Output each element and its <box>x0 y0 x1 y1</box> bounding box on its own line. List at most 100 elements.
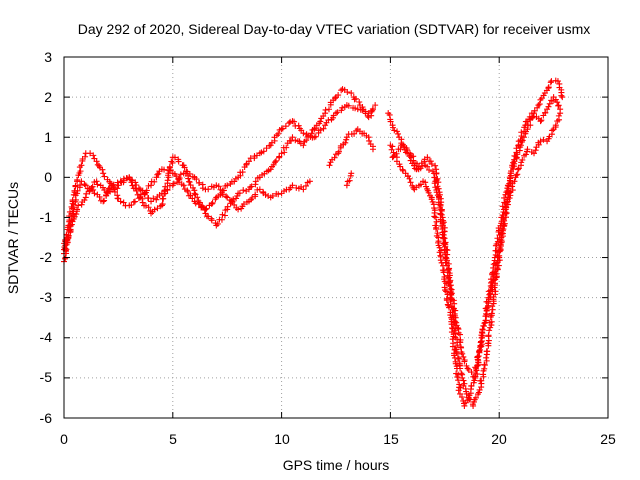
data-point-marker <box>195 179 202 186</box>
data-point-marker <box>453 319 460 326</box>
data-point-marker <box>448 291 455 298</box>
data-point-marker <box>444 251 451 258</box>
data-point-marker <box>519 156 526 163</box>
data-point-marker <box>101 197 108 204</box>
data-point-marker <box>435 179 442 186</box>
data-point-marker <box>522 151 529 158</box>
data-point-marker <box>169 159 176 166</box>
data-point-marker <box>417 165 424 172</box>
data-point-marker <box>499 229 506 236</box>
data-points <box>61 77 566 409</box>
data-point-marker <box>295 122 302 129</box>
data-point-marker <box>155 170 162 177</box>
data-point-marker <box>369 146 376 153</box>
data-point-marker <box>354 106 361 113</box>
axis-ticks <box>63 56 609 419</box>
data-point-marker <box>270 161 277 168</box>
data-point-marker <box>443 246 450 253</box>
data-point-marker <box>289 182 296 189</box>
data-point-marker <box>240 187 247 194</box>
data-point-marker <box>228 197 235 204</box>
data-point-marker <box>531 110 538 117</box>
data-point-marker <box>117 178 124 185</box>
data-point-marker <box>475 389 482 396</box>
data-point-marker <box>510 166 517 173</box>
data-point-marker <box>89 183 96 190</box>
data-point-marker <box>199 202 206 209</box>
data-point-marker <box>194 194 201 201</box>
data-point-marker <box>342 139 349 146</box>
data-point-marker <box>480 322 487 329</box>
data-point-marker <box>171 154 178 161</box>
data-point-marker <box>351 130 358 137</box>
data-point-marker <box>433 170 440 177</box>
data-point-marker <box>515 165 522 172</box>
data-point-marker <box>442 287 449 294</box>
data-point-marker <box>518 129 525 136</box>
data-point-marker <box>481 361 488 368</box>
data-point-marker <box>452 346 459 353</box>
data-point-marker <box>458 370 465 377</box>
data-point-marker <box>542 109 549 116</box>
data-point-marker <box>535 102 542 109</box>
data-point-marker <box>164 177 171 184</box>
data-point-marker <box>193 176 200 183</box>
data-point-marker <box>372 102 379 109</box>
data-point-marker <box>267 166 274 173</box>
x-tick-labels: 0 5 10 15 20 25 <box>60 431 616 447</box>
data-point-marker <box>151 206 158 213</box>
data-point-marker <box>368 112 375 119</box>
data-point-marker <box>527 122 534 129</box>
data-point-marker <box>224 194 231 201</box>
data-point-marker <box>64 236 71 243</box>
data-point-marker <box>352 105 359 112</box>
data-point-marker <box>519 137 526 144</box>
data-point-marker <box>552 96 559 103</box>
data-point-marker <box>397 163 404 170</box>
data-point-marker <box>427 158 434 165</box>
data-point-marker <box>150 195 157 202</box>
data-point-marker <box>422 179 429 186</box>
data-point-marker <box>524 146 531 153</box>
data-point-marker <box>554 99 561 106</box>
data-point-marker <box>395 130 402 137</box>
data-point-marker <box>293 184 300 191</box>
data-point-marker <box>289 134 296 141</box>
data-point-marker <box>61 255 68 262</box>
data-point-marker <box>478 377 485 384</box>
data-point-marker <box>103 189 110 196</box>
data-point-marker <box>120 199 127 206</box>
data-point-marker <box>555 112 562 119</box>
y-tick-label: 0 <box>44 169 52 185</box>
data-point-marker <box>335 148 342 155</box>
data-point-marker <box>331 154 338 161</box>
data-point-marker <box>394 128 401 135</box>
data-point-marker <box>413 160 420 167</box>
data-point-marker <box>317 118 324 125</box>
data-point-marker <box>276 153 283 160</box>
data-point-marker <box>286 120 293 127</box>
data-point-marker <box>468 382 475 389</box>
data-point-marker <box>531 150 538 157</box>
data-point-marker <box>302 182 309 189</box>
x-tick-label: 10 <box>274 431 290 447</box>
data-point-marker <box>352 95 359 102</box>
data-point-marker <box>78 178 85 185</box>
x-tick-label: 20 <box>491 431 507 447</box>
data-point-marker <box>177 171 184 178</box>
data-point-marker <box>199 185 206 192</box>
data-point-marker <box>275 130 282 137</box>
data-point-marker <box>269 192 276 199</box>
data-point-marker <box>489 282 496 289</box>
data-point-marker <box>187 192 194 199</box>
data-point-marker <box>440 231 447 238</box>
y-tick-label: -5 <box>40 369 53 385</box>
data-point-marker <box>436 249 443 256</box>
data-point-marker <box>446 304 453 311</box>
data-point-marker <box>311 126 318 133</box>
data-point-marker <box>91 190 98 197</box>
data-point-marker <box>279 125 286 132</box>
data-point-marker <box>474 353 481 360</box>
data-point-marker <box>459 374 466 381</box>
